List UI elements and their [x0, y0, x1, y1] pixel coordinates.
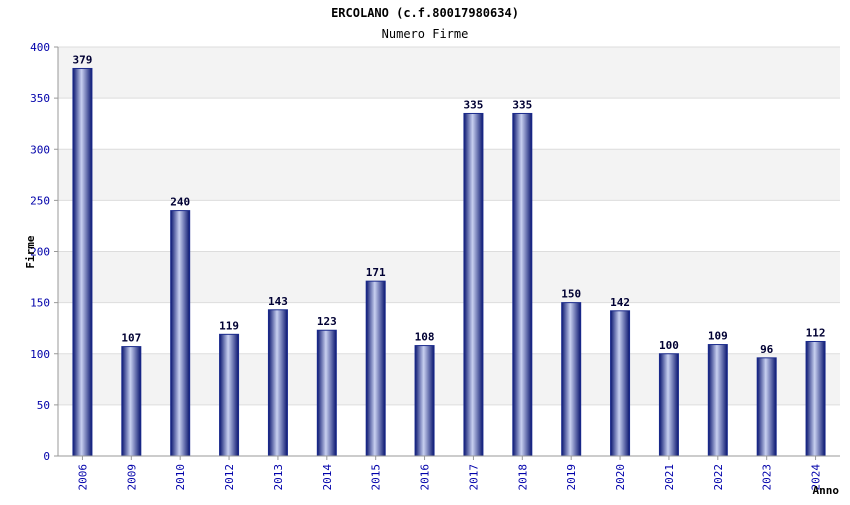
- x-tick-label: 2012: [223, 464, 236, 491]
- bars-group: [72, 67, 826, 457]
- bar-2021: [658, 353, 679, 457]
- bar-2024: [805, 340, 826, 457]
- x-axis-ticks: 2006 2009 2010 2012 2013 2014 2015 2016 2017 2018…: [76, 456, 823, 491]
- bar-2014: [316, 329, 337, 457]
- x-tick-label: 2024: [810, 464, 823, 491]
- value-label: 112: [806, 326, 826, 339]
- x-tick-label: 2018: [516, 464, 529, 491]
- grid-band: [58, 98, 840, 150]
- y-tick-label: 50: [37, 399, 50, 412]
- chart-title: ERCOLANO (c.f.80017980634): [331, 6, 519, 20]
- x-tick-label: 2016: [419, 464, 432, 491]
- x-tick-label: 2020: [614, 464, 627, 491]
- value-label: 142: [610, 296, 630, 309]
- x-tick-label: 2010: [174, 464, 187, 491]
- bar-2016: [414, 345, 435, 457]
- bar-2023: [756, 357, 777, 457]
- bar-2020: [610, 310, 631, 457]
- value-labels: 379 107 240 119 143 123 171 108 335 335 150 142 100 1…: [73, 53, 826, 355]
- bar-2010: [170, 210, 191, 457]
- bar-2022: [707, 344, 728, 457]
- value-label: 96: [760, 343, 774, 356]
- bar-2017: [463, 112, 484, 457]
- y-tick-label: 400: [30, 41, 50, 54]
- y-tick-label: 250: [30, 194, 50, 207]
- bar-2009: [121, 346, 142, 457]
- value-label: 100: [659, 339, 679, 352]
- value-label: 108: [415, 331, 435, 344]
- x-tick-label: 2009: [125, 464, 138, 491]
- value-label: 335: [464, 98, 484, 111]
- value-label: 171: [366, 266, 386, 279]
- x-tick-label: 2013: [272, 464, 285, 491]
- value-label: 240: [170, 196, 190, 209]
- grid-band: [58, 47, 840, 99]
- y-tick-label: 150: [30, 297, 50, 310]
- y-tick-label: 300: [30, 143, 50, 156]
- value-label: 379: [73, 53, 93, 66]
- x-tick-label: 2023: [761, 464, 774, 491]
- bar-2012: [219, 333, 240, 457]
- x-tick-label: 2015: [370, 464, 383, 491]
- y-tick-label: 100: [30, 348, 50, 361]
- bar-2015: [365, 280, 386, 457]
- x-tick-label: 2022: [712, 464, 725, 491]
- value-label: 335: [512, 98, 532, 111]
- value-label: 143: [268, 295, 288, 308]
- bar-2018: [512, 112, 533, 457]
- y-axis-ticks: 0 50 100 150 200 250 300 350 400: [30, 41, 50, 463]
- x-tick-label: 2006: [76, 464, 89, 491]
- x-tick-label: 2021: [663, 464, 676, 491]
- y-tick-label: 0: [43, 450, 50, 463]
- x-tick-label: 2014: [321, 464, 334, 491]
- bar-2019: [561, 302, 582, 457]
- bar-2013: [267, 309, 288, 457]
- x-tick-label: 2019: [565, 464, 578, 491]
- bar-2006: [72, 67, 93, 457]
- x-tick-label: 2017: [467, 464, 480, 491]
- chart-subtitle: Numero Firme: [382, 27, 469, 41]
- x-axis-title: Anno: [813, 484, 840, 497]
- y-tick-label: 200: [30, 246, 50, 259]
- y-axis-title: Firme: [24, 235, 37, 268]
- y-tick-label: 350: [30, 92, 50, 105]
- value-label: 150: [561, 288, 581, 301]
- value-label: 119: [219, 319, 239, 332]
- value-label: 123: [317, 315, 337, 328]
- value-label: 109: [708, 330, 728, 343]
- grid-band: [58, 149, 840, 201]
- value-label: 107: [121, 332, 141, 345]
